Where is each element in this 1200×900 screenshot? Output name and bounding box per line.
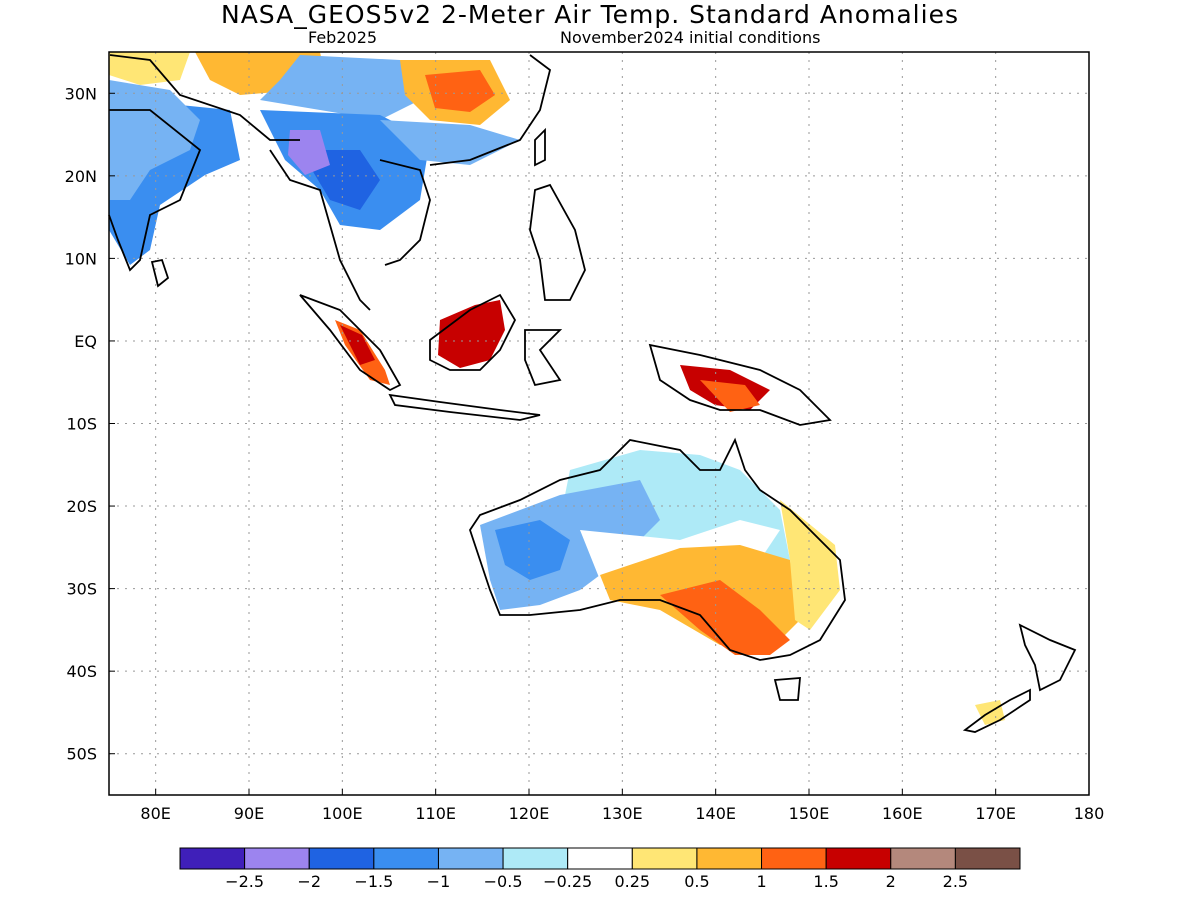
lon-tick-label: 120E [509, 804, 550, 823]
colorbar-label: 0.5 [684, 872, 709, 891]
lat-tick-label: EQ [74, 332, 97, 351]
colorbar-swatch [825, 847, 892, 870]
colorbar-label: −2 [297, 872, 321, 891]
colorbar-swatch [373, 847, 439, 870]
lat-tick-label: 30N [65, 84, 97, 103]
anomaly-area-tibet-cold [260, 55, 420, 120]
lon-tick-label: 150E [789, 804, 830, 823]
anomaly-area-sumatra-hot [340, 325, 375, 365]
coastline-asia-north [109, 54, 300, 141]
anomaly-area-aus-west-cold [480, 480, 660, 610]
initial-conditions: November2024 initial conditions [560, 28, 821, 47]
colorbar-label: −1.5 [354, 872, 393, 891]
colorbar-swatch [761, 847, 827, 870]
lat-tick-label: 10S [66, 415, 97, 434]
coastline-philippines [529, 183, 586, 301]
lat-tick-label: 30S [66, 580, 97, 599]
longitude-labels: 80E 90E 100E 110E 120E 130E 140E 150E 160E 170E 18… [140, 804, 1104, 823]
colorbar-swatch [631, 847, 698, 870]
coastline-tasmania [773, 677, 801, 701]
map-title: NASA_GEOS5v2 2-Meter Air Temp. Standard … [221, 0, 959, 29]
lon-tick-label: 130E [602, 804, 643, 823]
forecast-month: Feb2025 [308, 28, 378, 47]
anomaly-area-burma-purple [288, 130, 330, 175]
coastline-australia [469, 437, 846, 661]
lon-tick-label: 180 [1074, 804, 1105, 823]
coastline-china [429, 54, 552, 166]
colorbar-swatch [244, 847, 310, 870]
map-frame [108, 51, 1090, 796]
colorbar-swatch [567, 847, 633, 870]
anomaly-area-borneo [438, 300, 505, 368]
coastline-nz-south [962, 688, 1031, 733]
lon-tick-label: 160E [882, 804, 923, 823]
coastline-sulawesi [524, 329, 563, 387]
lon-tick-label: 90E [234, 804, 264, 823]
colorbar-label: 1 [756, 872, 766, 891]
coastline-sumatra [299, 294, 402, 392]
anomaly-area-aus-west-colder [495, 520, 570, 580]
coastline-java [388, 393, 541, 421]
lon-tick-label: 110E [415, 804, 456, 823]
colorbar-swatch [890, 847, 956, 870]
coastline-newguinea [648, 343, 832, 426]
lon-tick-label: 80E [140, 804, 170, 823]
anomaly-area-china-hot [425, 70, 495, 112]
colorbar-swatch [502, 847, 569, 870]
lon-tick-label: 140E [695, 804, 736, 823]
colorbar-label: 2.5 [943, 872, 968, 891]
anomaly-area-aus-east-yellow [780, 500, 840, 630]
lon-tick-label: 100E [322, 804, 363, 823]
coastline-vietnam [379, 159, 431, 266]
coastlines [108, 54, 1077, 733]
colorbar-swatch [696, 847, 763, 870]
anomaly-area-png-orange [700, 380, 760, 412]
colorbar-label: −2.5 [225, 872, 264, 891]
colorbar-label: −1 [427, 872, 451, 891]
colorbar-swatch [179, 847, 246, 870]
colorbar-swatch [954, 847, 1021, 870]
coastline-indochina [269, 149, 371, 311]
colorbar-label: −0.25 [543, 872, 592, 891]
colorbar [179, 847, 1021, 870]
anomaly-field [109, 52, 1005, 725]
coastline-india [108, 109, 202, 272]
colorbar-label: 0.25 [614, 872, 650, 891]
lat-tick-label: 20S [66, 497, 97, 516]
lat-tick-label: 10N [65, 249, 97, 268]
colorbar-swatch [308, 847, 375, 870]
anomaly-area-aus-se-hot [660, 580, 790, 655]
coastline-taiwan [534, 127, 546, 167]
colorbar-swatch [437, 847, 504, 870]
anomaly-area-nw-warm [109, 52, 190, 85]
lat-tick-label: 20N [65, 167, 97, 186]
map-gridlines [109, 52, 1090, 795]
coastline-borneo [429, 293, 517, 371]
coastline-nz-north [1018, 623, 1077, 692]
colorbar-label: −0.5 [484, 872, 523, 891]
latitude-labels: 30N 20N 10N EQ 10S 20S 30S 40S 50S [65, 84, 97, 763]
colorbar-label: 1.5 [813, 872, 838, 891]
lon-tick-label: 170E [975, 804, 1016, 823]
coastline-srilanka [150, 258, 170, 288]
lat-tick-label: 50S [66, 745, 97, 764]
colorbar-labels: −2.5 −2 −1.5 −1 −0.5 −0.25 0.25 0.5 1 1.5 2 2.5 [225, 872, 968, 891]
colorbar-label: 2 [886, 872, 896, 891]
lat-tick-label: 40S [66, 662, 97, 681]
